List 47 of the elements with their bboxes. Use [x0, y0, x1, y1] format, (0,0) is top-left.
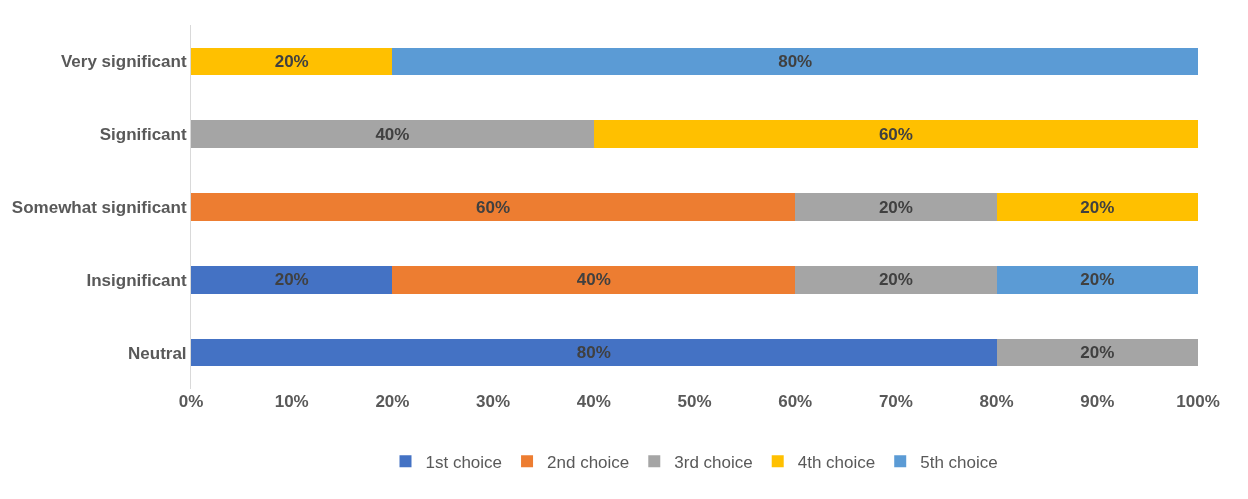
y-tick-label: Somewhat significant [11, 197, 187, 217]
legend-label: 3rd choice [674, 452, 753, 472]
bar [191, 193, 796, 221]
bar [593, 120, 1198, 149]
x-tick-label: 20% [375, 392, 410, 411]
legend-label: 2nd choice [547, 452, 630, 472]
x-tick-label: 70% [878, 392, 913, 411]
bar [795, 265, 997, 294]
legend-label: 1st choice [425, 452, 503, 472]
y-tick-label: Significant [99, 125, 187, 145]
x-tick-label: 30% [476, 392, 511, 411]
x-tick-label: 0% [178, 392, 204, 411]
y-tick-label: Neutral [128, 343, 187, 363]
data-label: 20% [878, 197, 913, 217]
bar [191, 47, 393, 76]
x-tick-label: 60% [778, 392, 813, 411]
bar [191, 120, 594, 149]
data-label: 20% [1080, 197, 1115, 217]
bar [996, 265, 1198, 294]
x-tick-label: 10% [274, 392, 309, 411]
legend-label: 5th choice [920, 452, 998, 472]
x-tick-label: 80% [979, 392, 1014, 411]
bar [795, 193, 997, 221]
data-label: 80% [778, 51, 813, 71]
bar [191, 338, 997, 367]
data-label: 20% [878, 270, 913, 290]
y-tick-label: Very significant [60, 52, 187, 72]
bar [191, 265, 393, 294]
bar [392, 47, 1198, 76]
y-tick-label: Insignificant [86, 270, 187, 290]
x-tick-label: 100% [1176, 392, 1220, 411]
data-label: 80% [576, 343, 611, 363]
data-label: 20% [1080, 270, 1115, 290]
x-tick-label: 50% [677, 392, 712, 411]
bar [996, 338, 1198, 367]
legend-label: 4th choice [797, 452, 876, 472]
data-label: 20% [274, 270, 309, 290]
x-tick-label: 90% [1080, 392, 1115, 411]
bar [392, 265, 796, 294]
data-label: 60% [878, 124, 913, 144]
data-label: 40% [576, 270, 611, 290]
x-tick-label: 40% [576, 392, 611, 411]
data-label: 60% [476, 197, 511, 217]
data-label: 20% [274, 51, 309, 71]
data-label: 40% [375, 124, 410, 144]
data-label: 20% [1080, 343, 1115, 363]
bar [996, 193, 1198, 221]
